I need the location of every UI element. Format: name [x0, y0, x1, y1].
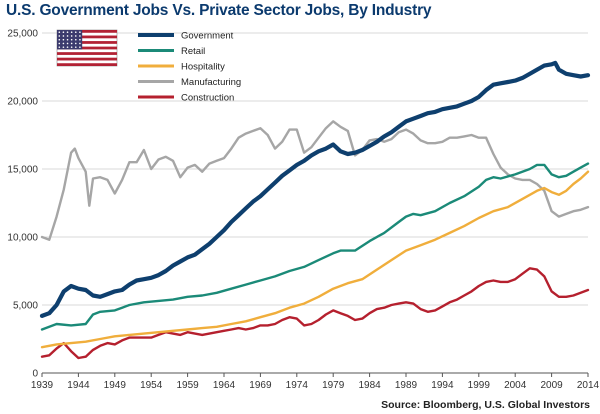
x-tick-label: 1959: [176, 380, 199, 391]
flag-stripe: [57, 63, 117, 66]
y-tick-label: 25,000: [7, 29, 38, 40]
x-tick-label: 1994: [431, 380, 454, 391]
flag-star: [58, 31, 61, 33]
legend-label-hospitality: Hospitality: [181, 62, 225, 73]
flag-star: [62, 42, 65, 45]
flag-star: [58, 42, 61, 45]
x-tick-label: 1979: [322, 380, 345, 391]
x-tick-label: 1949: [104, 380, 127, 391]
flag-star: [66, 35, 69, 37]
x-tick-label: 2014: [577, 380, 600, 391]
flag-canton: [57, 30, 83, 50]
x-tick-label: 1989: [395, 380, 418, 391]
flag-star: [66, 31, 69, 33]
flag-star: [79, 38, 81, 41]
chart-title: U.S. Government Jobs Vs. Private Sector …: [6, 2, 432, 19]
series-line-government: [39, 60, 591, 318]
flag-stripe: [57, 46, 117, 50]
flag-star: [74, 42, 77, 45]
flag-star: [66, 38, 69, 41]
y-tick-label: 5,000: [13, 301, 38, 312]
flag-star: [79, 31, 81, 33]
x-tick-label: 2009: [540, 380, 563, 391]
axis-layer: 0 5,000 10,000 15,000 20,000 25,000 1939 1944 19…: [7, 29, 599, 392]
source-note: Source: Bloomberg, U.S. Global Investors: [381, 399, 590, 411]
flag-star: [66, 46, 69, 48]
x-tick-label: 1999: [468, 380, 491, 391]
flag-stripe: [57, 41, 117, 44]
y-tick-label: 15,000: [7, 165, 38, 176]
series-line-manufacturing: [40, 120, 590, 241]
x-tick-label: 1944: [67, 380, 90, 391]
flag-star: [58, 46, 61, 48]
y-tick-label: 20,000: [7, 97, 38, 108]
flag-star: [70, 38, 73, 41]
flag-star: [58, 35, 61, 37]
flag-star: [62, 46, 65, 48]
x-tick-label: 1974: [286, 380, 309, 391]
flag-star: [74, 46, 77, 48]
x-tick-label: 1984: [358, 380, 381, 391]
flag-star: [70, 46, 73, 48]
flag-star: [70, 31, 73, 33]
flag-star: [74, 35, 77, 37]
x-tick-label: 1939: [31, 380, 54, 391]
flag-star: [62, 38, 65, 41]
flag-star: [74, 38, 77, 41]
flag-stripe: [57, 52, 117, 55]
flag-star: [79, 42, 81, 45]
flag-star: [58, 38, 61, 41]
legend-label-construction: Construction: [181, 93, 234, 104]
legend-label-retail: Retail: [181, 46, 205, 57]
flag-stripe: [57, 35, 117, 39]
us-flag-icon: [56, 29, 118, 67]
x-tick-label: 2004: [504, 380, 527, 391]
flag-star: [79, 35, 81, 37]
flag-stripe: [57, 57, 117, 61]
series-line-hospitality: [40, 170, 590, 349]
flag-star: [70, 42, 73, 45]
flag-star: [79, 46, 81, 48]
series-layer: [39, 60, 591, 360]
legend-label-manufacturing: Manufacturing: [181, 77, 241, 88]
x-tick-label: 1954: [140, 380, 163, 391]
series-line-retail: [40, 162, 590, 331]
x-tick-label: 1969: [249, 380, 272, 391]
y-tick-label: 10,000: [7, 233, 38, 244]
x-tick-label: 1964: [213, 380, 236, 391]
legend: Government Retail Hospitality Manufacturing…: [138, 31, 241, 104]
legend-label-government: Government: [181, 31, 234, 42]
flag-star: [70, 35, 73, 37]
flag-star: [62, 35, 65, 37]
series-line-construction: [40, 267, 590, 360]
flag-star: [66, 42, 69, 45]
y-tick-label: 0: [32, 369, 38, 380]
flag-star: [74, 31, 77, 33]
flag-star: [62, 31, 65, 33]
flag-stripe: [57, 30, 117, 33]
